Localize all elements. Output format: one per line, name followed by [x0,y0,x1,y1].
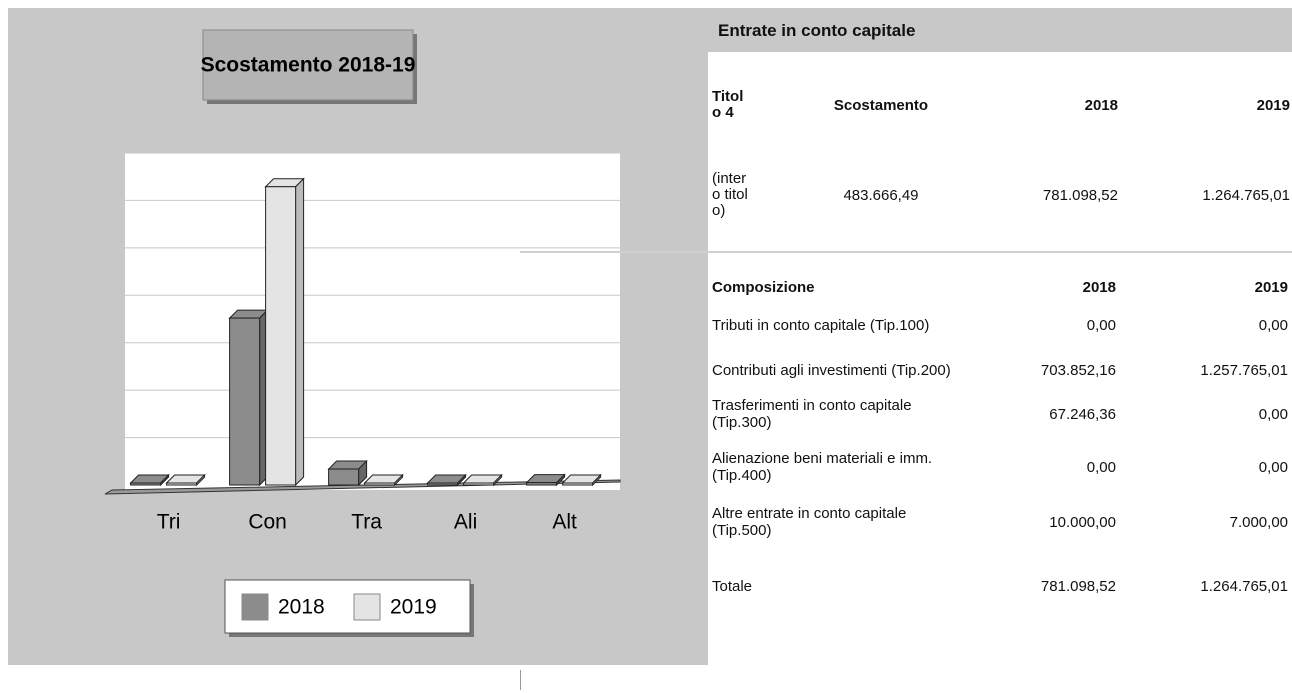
bar-front [364,482,396,486]
section-title: Entrate in conto capitale [718,21,916,40]
bar-front [229,317,261,486]
bar-front [265,186,297,486]
chart-title: Scostamento 2018-19 [201,54,416,77]
cell: 0,00 [1086,316,1116,334]
bar-front [463,482,495,486]
cell: (intero titolo) [712,170,748,219]
cell: 1.264.765,01 [1202,186,1290,204]
bar [561,473,602,487]
header-row: Composizione 2018 2019 [710,272,1290,302]
legend-swatch [241,593,269,621]
bar [462,473,503,487]
x-tick-label: Con [248,511,287,534]
x-tick-label: Alt [552,511,577,534]
cell: 781.098,52 [1042,186,1118,204]
summary-table: Titolo 4 Scostamento 2018 2019 (intero t… [710,60,1292,240]
cell: 67.246,36 [1049,405,1116,423]
cell: Totale [712,577,753,595]
bar-front [130,482,162,486]
legend-label: 2019 [390,596,437,619]
cell: Titolo 4 [712,88,744,121]
bar [327,459,368,487]
bar-front [562,482,594,486]
cell: 2019 [1254,278,1288,296]
cell: 2019 [1256,96,1290,114]
bar [363,473,404,487]
legend-swatch [353,593,381,621]
legend-label: 2018 [278,596,325,619]
row: (intero titolo) 483.666,49 781.098,52 1.… [710,150,1292,240]
row: Altre entrate in conto capitale (Tip.500… [710,498,1290,546]
cell: 0,00 [1258,458,1288,476]
cell: Trasferimenti in conto capitale (Tip.300… [712,397,912,431]
chart: Scostamento 2018-19 Tri Con Tra Ali Alt 2018… [104,29,621,637]
title-box [202,29,414,101]
x-tick-label: Ali [454,511,477,534]
cell: Scostamento [833,96,929,114]
bar [264,177,305,487]
separator [520,251,1292,253]
separator [520,670,521,690]
bar [129,473,170,487]
cell: Composizione [712,278,815,296]
cell: 2018 [1084,96,1118,114]
bar-front [427,482,459,486]
cell: 1.264.765,01 [1200,577,1288,595]
bar-side [295,177,305,487]
bar-front [526,482,558,486]
bar-front [328,468,360,486]
cell: 0,00 [1086,458,1116,476]
bar [426,473,467,487]
cell: 483.666,49 [843,186,919,204]
section-header: Entrate in conto capitale [708,8,1292,52]
plot-area [125,153,620,490]
cell: Tributi in conto capitale (Tip.100) [712,316,930,334]
header-row: Titolo 4 Scostamento 2018 2019 [710,60,1292,150]
total-row: Totale 781.098,52 1.264.765,01 [710,546,1290,626]
row: Tributi in conto capitale (Tip.100) 0,00 0… [710,302,1290,348]
cell: Contributi agli investimenti (Tip.200) [712,361,951,379]
row: Alienazione beni materiali e imm. (Tip.4… [710,436,1290,498]
x-tick-label: Tri [157,511,181,534]
cell: Alienazione beni materiali e imm. (Tip.4… [712,450,933,484]
cell: 703.852,16 [1040,361,1116,379]
cell: 781.098,52 [1040,577,1116,595]
cell: 0,00 [1258,405,1288,423]
bar [228,308,269,487]
bar-front [166,482,198,486]
bar [165,473,206,487]
cell: 10.000,00 [1049,513,1116,531]
row: Trasferimenti in conto capitale (Tip.300… [710,392,1290,436]
cell: 2018 [1082,278,1116,296]
cell: Altre entrate in conto capitale (Tip.500… [712,505,907,539]
row: Contributi agli investimenti (Tip.200) 70… [710,348,1290,392]
cell: 7.000,00 [1229,513,1288,531]
cell: 0,00 [1258,316,1288,334]
composition-table: Composizione 2018 2019 Tributi in conto … [710,272,1290,626]
cell: 1.257.765,01 [1200,361,1288,379]
x-tick-label: Tra [351,511,382,534]
bar [525,473,566,487]
